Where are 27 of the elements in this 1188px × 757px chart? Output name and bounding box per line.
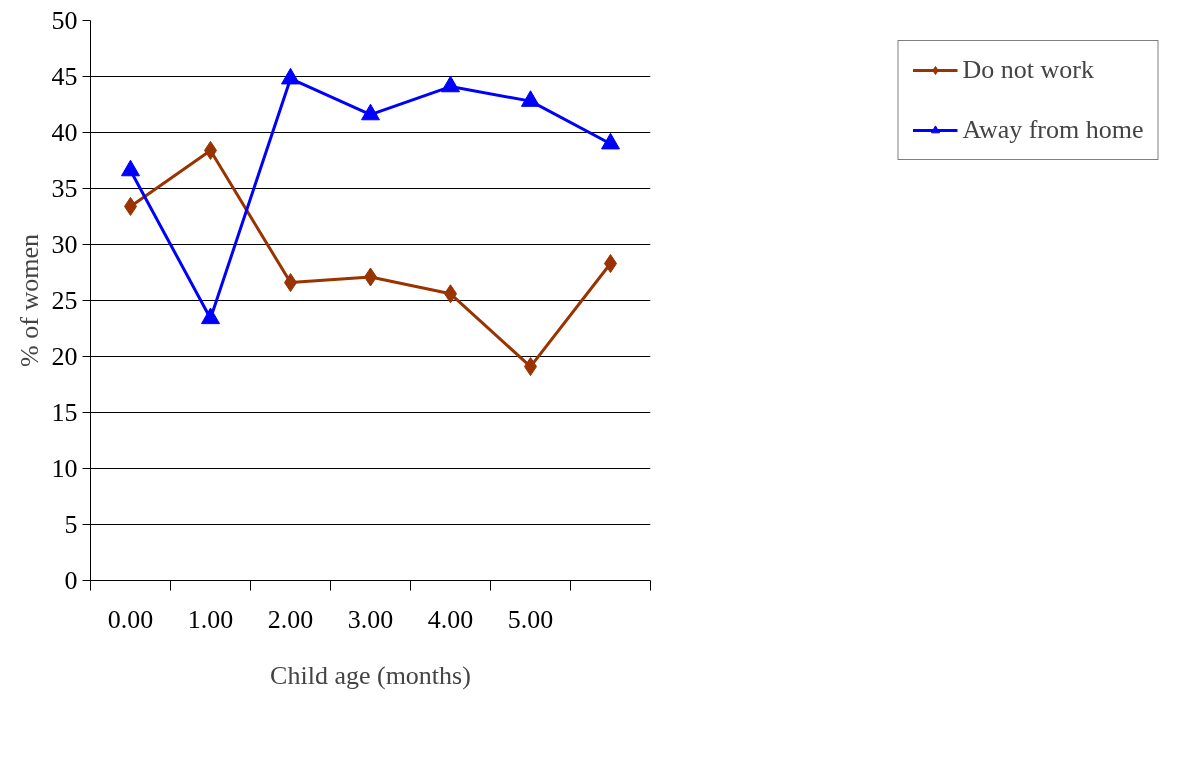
y-tick-label: 35 [51, 174, 78, 203]
x-tick-label: 0.00 [107, 604, 154, 634]
x-tick-label: 4.00 [427, 604, 474, 634]
y-tick-label: 0 [64, 566, 78, 595]
y-tick-label: 5 [64, 510, 78, 539]
x-tick-label: 5.00 [507, 604, 554, 634]
legend-label: Do not work [962, 55, 1094, 85]
point [121, 159, 140, 177]
y-tick-label: 45 [51, 62, 78, 91]
x-tick-label: 3.00 [347, 604, 394, 634]
y-tick-label: 10 [51, 454, 78, 483]
x-axis-title: Child age (months) [270, 660, 471, 690]
y-tick-label: 25 [51, 286, 78, 315]
point [281, 67, 300, 85]
point [601, 132, 620, 150]
y-tick-label: 20 [51, 342, 78, 371]
y-axis-title: % of women [14, 234, 44, 367]
y-tick-label: 15 [51, 398, 78, 427]
x-tick-label: 1.00 [187, 604, 234, 634]
point [361, 103, 380, 121]
y-tick-label: 40 [51, 118, 78, 147]
y-tick-label: 30 [51, 230, 78, 259]
point [441, 75, 460, 93]
y-tick-label: 50 [51, 6, 78, 35]
legend-label: Away from home [962, 115, 1144, 145]
x-tick-label: 2.00 [267, 604, 314, 634]
point [521, 90, 540, 107]
